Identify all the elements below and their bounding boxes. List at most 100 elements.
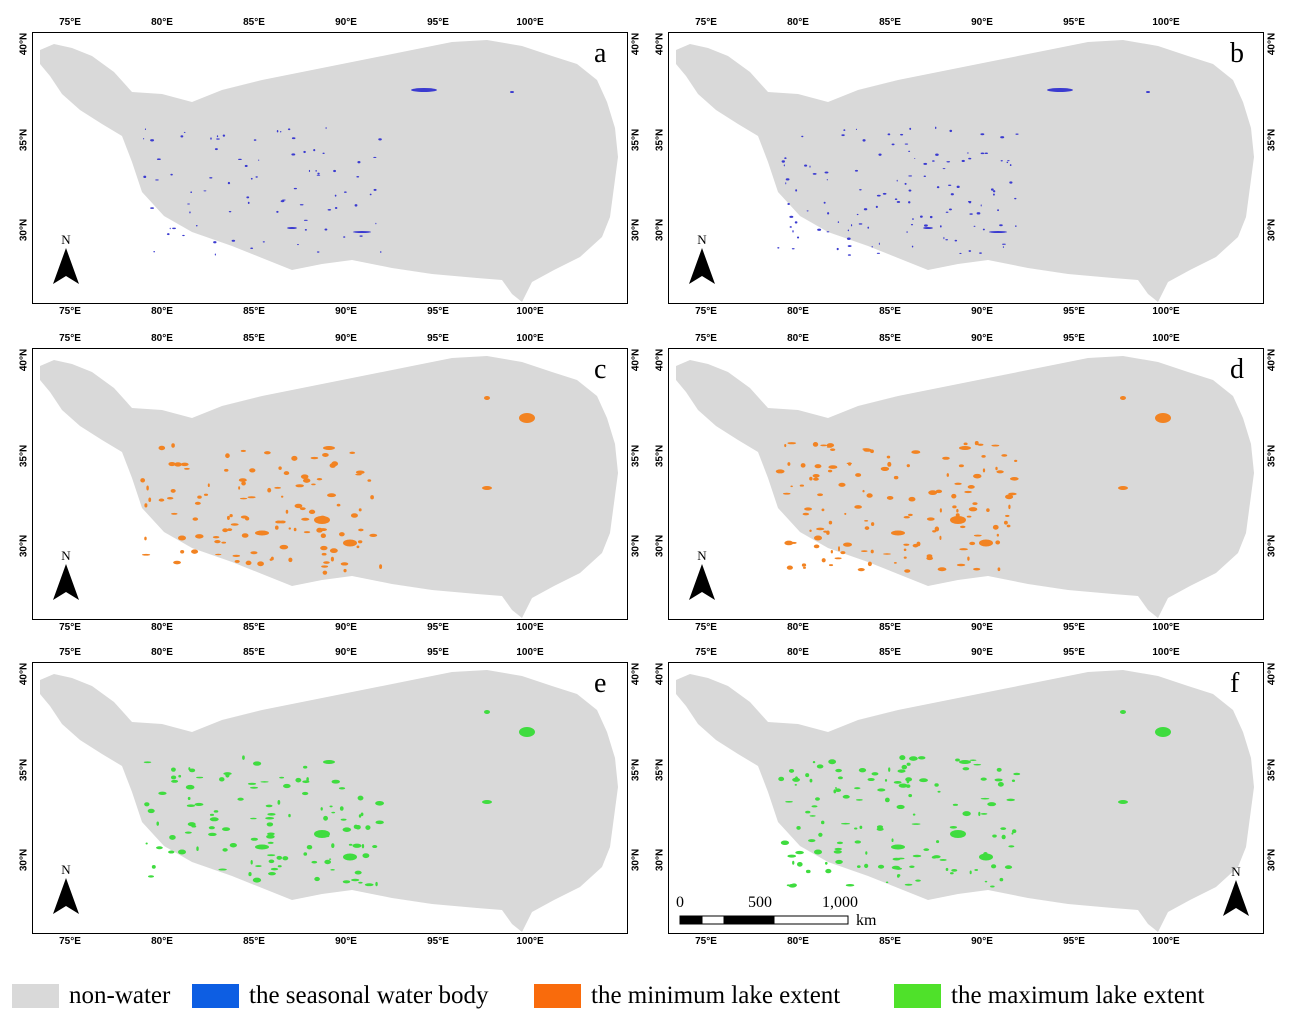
seasonal-water-patch	[923, 224, 928, 227]
maximum-water-patch	[252, 877, 262, 883]
minimum-water-patch	[356, 545, 360, 549]
seasonal-water-patch	[357, 161, 361, 164]
x-tick-label-bottom: 75°E	[59, 306, 81, 317]
x-tick-label-top: 75°E	[695, 17, 717, 28]
x-tick-label-bottom: 80°E	[787, 936, 809, 947]
maximum-water-patch	[1006, 798, 1015, 802]
seasonal-water-patch	[796, 236, 800, 239]
seasonal-water-patch	[804, 164, 808, 167]
map-panel-f: 75°E 75°E 80°E 80°E 85°E 85°E 90°E 90°E 95°E 95°E…	[655, 647, 1278, 947]
maximum-water-patch	[820, 820, 825, 825]
maximum-water-patch	[837, 776, 843, 780]
seasonal-water-patch	[203, 190, 207, 192]
x-tick-label-bottom: 100°E	[516, 936, 544, 947]
maximum-water-patch	[885, 881, 889, 884]
seasonal-water-patch	[946, 161, 951, 163]
maximum-water-patch	[816, 764, 824, 769]
maximum-water-patch	[955, 758, 960, 762]
minimum-water-patch	[860, 550, 868, 552]
minimum-water-patch	[891, 530, 905, 536]
legend-swatch	[192, 984, 239, 1008]
maximum-water-patch	[1012, 829, 1017, 834]
maximum-water-patch	[864, 863, 869, 869]
minimum-water-patch	[279, 544, 289, 550]
maximum-water-patch	[268, 871, 276, 876]
y-tick-label-left: 40°N	[18, 348, 30, 372]
minimum-water-patch	[247, 496, 256, 499]
minimum-water-patch	[229, 513, 233, 518]
y-tick-label-left: 35°N	[18, 444, 30, 468]
minimum-water-patch	[329, 548, 338, 554]
maximum-water-patch	[936, 840, 940, 844]
maximum-water-patch	[222, 848, 228, 852]
scale-bar-segment	[679, 915, 703, 925]
map-panel-e: 75°E 75°E 80°E 80°E 85°E 85°E 90°E 90°E 95°E 95°E…	[19, 647, 642, 947]
minimum-water-patch	[1120, 396, 1126, 400]
y-tick-label-right: 30°N	[1266, 534, 1278, 558]
maximum-water-patch	[213, 810, 219, 813]
maximum-water-patch	[855, 799, 863, 801]
maximum-water-patch	[250, 817, 257, 820]
seasonal-water-patch	[997, 209, 999, 212]
minimum-water-patch	[995, 540, 1001, 545]
minimum-water-patch	[1006, 524, 1011, 528]
seasonal-water-patch	[353, 231, 371, 233]
x-tick-label-bottom: 100°E	[1152, 936, 1180, 947]
scale-bar-graphic	[679, 915, 849, 925]
seasonal-water-patch	[287, 128, 291, 131]
x-tick-label-top: 85°E	[243, 17, 265, 28]
maximum-water-patch	[276, 855, 283, 860]
seasonal-water-patch	[343, 236, 346, 238]
minimum-water-patch	[212, 536, 220, 539]
maximum-water-patch	[1000, 827, 1007, 830]
map-panels: 75°E 75°E 80°E 80°E 85°E 85°E 90°E 90°E 95°E 95°E…	[18, 17, 1278, 947]
seasonal-water-patch	[989, 231, 1007, 233]
seasonal-water-patch	[144, 128, 146, 130]
minimum-water-patch	[1003, 520, 1008, 525]
x-tick-label-bottom: 95°E	[1063, 306, 1085, 317]
y-tick-label-right: 40°N	[1266, 662, 1278, 686]
maximum-water-patch	[931, 856, 937, 859]
seasonal-water-patch	[213, 241, 217, 244]
y-tick-label-left: 30°N	[18, 848, 30, 872]
scale-bar-label: 0	[676, 894, 684, 911]
seasonal-water-patch	[945, 239, 949, 241]
minimum-water-patch	[170, 488, 176, 493]
minimum-water-patch	[1155, 413, 1171, 423]
maximum-water-patch	[323, 815, 329, 821]
seasonal-water-patch	[863, 208, 868, 211]
seasonal-water-patch	[166, 233, 170, 236]
maximum-water-patch	[372, 845, 378, 849]
seasonal-water-patch	[923, 227, 933, 229]
maximum-water-patch	[342, 827, 352, 832]
seasonal-water-patch	[304, 229, 307, 231]
minimum-water-patch	[350, 513, 358, 518]
seasonal-water-patch	[993, 193, 995, 196]
seasonal-water-patch	[945, 211, 949, 213]
minimum-water-patch	[986, 508, 990, 513]
plateau-landmass	[676, 670, 1254, 932]
maximum-water-patch	[912, 854, 922, 858]
maximum-water-patch	[896, 874, 900, 878]
seasonal-water-patch	[210, 137, 212, 140]
maximum-water-patch	[375, 820, 384, 825]
y-tick-label-right: 40°N	[630, 662, 642, 686]
minimum-water-patch	[158, 498, 165, 502]
minimum-water-patch	[992, 524, 999, 530]
minimum-water-patch	[320, 533, 326, 539]
maximum-water-patch	[1001, 834, 1006, 840]
maximum-water-patch	[288, 813, 291, 818]
minimum-water-patch	[928, 490, 938, 496]
minimum-water-patch	[310, 456, 319, 460]
maximum-water-patch	[785, 800, 793, 803]
maximum-water-patch	[158, 791, 167, 796]
scale-bar-segment	[773, 915, 849, 925]
maximum-water-patch	[834, 847, 843, 851]
seasonal-water-patch	[291, 137, 296, 140]
maximum-water-patch	[898, 783, 908, 788]
seasonal-water-patch	[1015, 225, 1017, 227]
y-tick-label-right: 35°N	[630, 128, 642, 152]
seasonal-water-patch	[1146, 91, 1150, 93]
maximum-water-patch	[249, 786, 259, 789]
maximum-water-patch	[329, 858, 332, 860]
